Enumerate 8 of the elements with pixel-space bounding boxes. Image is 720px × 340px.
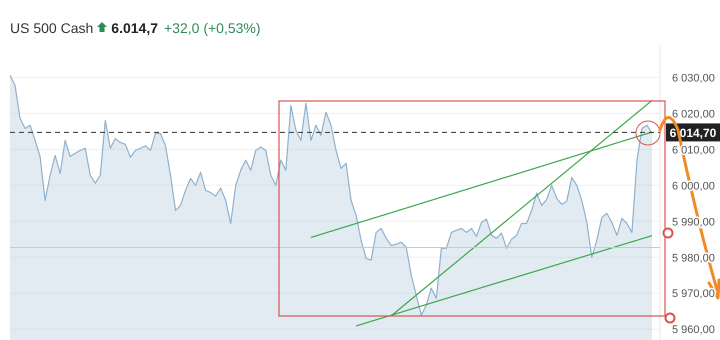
chart-title: US 500 Cash — [10, 20, 94, 36]
y-tick-label: 6 020,00 — [672, 108, 715, 120]
y-tick-label: 5 970,00 — [672, 288, 715, 300]
ref-line-label: 6 014,70 — [670, 126, 717, 140]
y-tick-label: 6 030,00 — [672, 72, 715, 84]
y-tick-label: 5 960,00 — [672, 324, 715, 336]
text: +32,0 (+0,53%) — [164, 20, 261, 36]
text: 6.014,7 — [111, 20, 158, 36]
